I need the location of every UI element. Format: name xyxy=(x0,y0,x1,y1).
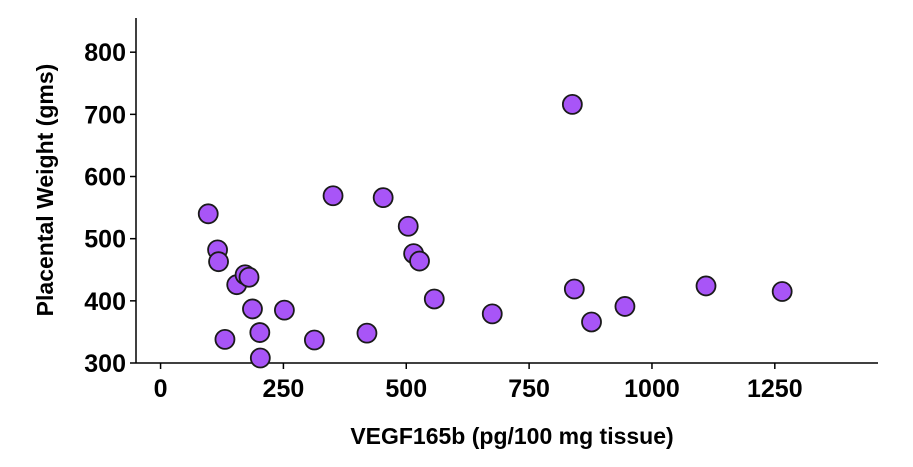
data-point xyxy=(303,329,325,351)
data-point xyxy=(409,250,430,272)
data-point xyxy=(214,328,236,350)
data-point xyxy=(249,322,271,343)
y-tick-label: 600 xyxy=(84,164,126,192)
data-point xyxy=(208,251,229,273)
data-point xyxy=(581,311,602,333)
data-point xyxy=(249,347,271,369)
y-tick-label: 800 xyxy=(84,39,126,67)
y-tick-label: 700 xyxy=(84,101,126,129)
data-point xyxy=(322,185,344,207)
y-tick-label: 300 xyxy=(84,350,126,378)
x-tick-label: 250 xyxy=(263,375,305,403)
data-point xyxy=(273,299,295,321)
data-point xyxy=(771,281,793,302)
x-axis-ticks: 0 250 500 750 1000 1250 xyxy=(154,363,803,403)
data-point xyxy=(563,278,585,300)
data-point xyxy=(242,298,263,320)
x-axis-title: VEGF165b (pg/100 mg tissue) xyxy=(350,423,673,449)
x-tick-label: 1250 xyxy=(747,375,803,403)
y-tick-label: 400 xyxy=(84,288,126,316)
data-point xyxy=(423,288,445,310)
data-point xyxy=(238,266,260,288)
x-tick-label: 750 xyxy=(508,375,550,403)
data-point xyxy=(356,322,378,344)
y-axis-ticks: 300 400 500 600 700 800 xyxy=(84,39,136,378)
y-tick-label: 500 xyxy=(84,226,126,254)
data-point xyxy=(397,215,419,237)
y-axis-title: Placental Weight (gms) xyxy=(32,64,58,317)
data-point xyxy=(614,296,636,317)
data-point xyxy=(695,275,717,297)
data-point xyxy=(481,303,503,325)
data-point xyxy=(197,203,219,225)
x-tick-label: 0 xyxy=(154,375,168,403)
data-points xyxy=(197,94,793,369)
x-tick-label: 500 xyxy=(385,375,427,403)
x-tick-label: 1000 xyxy=(624,375,680,403)
data-point xyxy=(372,187,394,209)
data-point xyxy=(561,94,583,115)
